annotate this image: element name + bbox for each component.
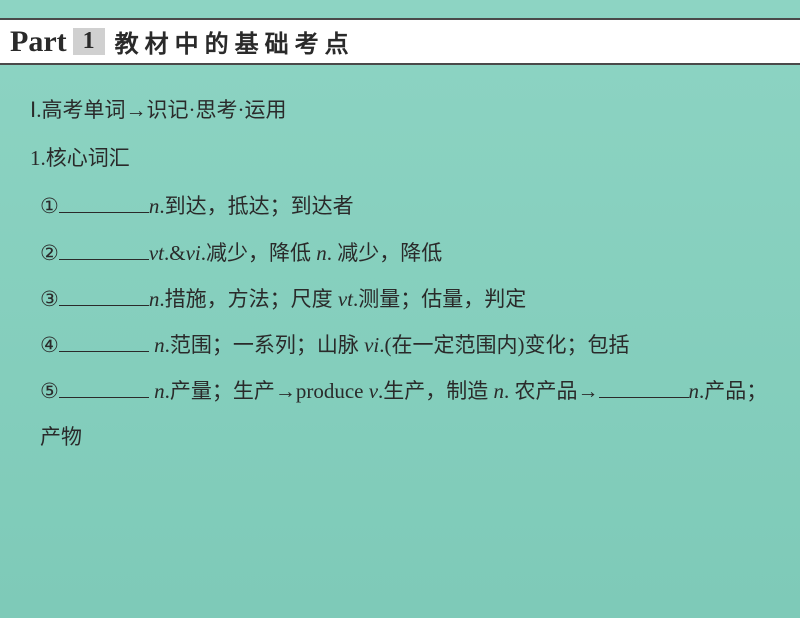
vocabulary-item: ④ n.范围；一系列；山脉 vi.(在一定范围内)变化；包括 [30,322,770,368]
vocabulary-item: ⑤ n.产量；生产→produce v.生产，制造 n. 农产品→n.产品；产物 [30,368,770,460]
definition-text: .生产，制造 [378,379,494,403]
part-of-speech: vt [338,287,353,311]
fill-blank [59,376,149,398]
part-of-speech: vi [186,241,201,265]
vocabulary-item: ① n.到达，抵达；到达者 [30,183,770,229]
definition-text: .范围；一系列；山脉 [165,333,365,357]
item-number: ④ [40,322,59,368]
definition-text: .& [164,241,186,265]
part-of-speech: n [494,379,505,403]
definition-text: .措施，方法；尺度 [159,287,338,311]
section-prefix: Ⅰ.高考单词→ [30,98,146,122]
fill-blank [59,330,149,352]
definition-text: .测量；估量，判定 [353,287,526,311]
section-title: Ⅰ.高考单词→识记·思考·运用 [30,87,770,133]
definition-text: . 农产品→ [504,379,599,403]
part-of-speech: vi [364,333,379,357]
header-bar: Part 1 教材中的基础考点 [0,18,800,65]
vocabulary-item: ③ n.措施，方法；尺度 vt.测量；估量，判定 [30,276,770,322]
subsection-title: 1.核心词汇 [30,135,770,181]
part-of-speech: n [154,379,165,403]
fill-blank [59,284,149,306]
definition-text: . 减少，降低 [327,241,443,265]
content-area: Ⅰ.高考单词→识记·思考·运用 1.核心词汇 ①n.到达，抵达；到达者②vt.&… [0,65,800,483]
item-number: ① [40,183,59,229]
slide: Part 1 教材中的基础考点 Ⅰ.高考单词→识记·思考·运用 1.核心词汇 ①… [0,18,800,618]
part-of-speech: n [154,333,165,357]
section-suffix: 识记·思考·运用 [146,98,286,122]
definition-text: .(在一定范围内)变化；包括 [379,333,629,357]
definition-text: .到达，抵达；到达者 [159,194,353,218]
part-of-speech: n [689,379,700,403]
part-of-speech: n [149,194,160,218]
item-number: ③ [40,276,59,322]
part-number: 1 [73,28,105,55]
part-of-speech: vt [149,241,164,265]
item-number: ② [40,230,59,276]
part-of-speech: n [316,241,327,265]
fill-blank [59,191,149,213]
part-label: Part [10,25,67,59]
part-of-speech: n [149,287,160,311]
fill-blank [599,376,689,398]
vocabulary-list: ①n.到达，抵达；到达者②vt.&vi.减少，降低 n. 减少，降低③n.措施，… [30,183,770,460]
fill-blank [59,238,149,260]
part-of-speech: v [369,379,378,403]
vocabulary-item: ② vt.&vi.减少，降低 n. 减少，降低 [30,230,770,276]
definition-text: .产量；生产→produce [165,379,369,403]
header-title: 教材中的基础考点 [115,24,355,59]
definition-text: .减少，降低 [201,241,317,265]
item-number: ⑤ [40,368,59,414]
